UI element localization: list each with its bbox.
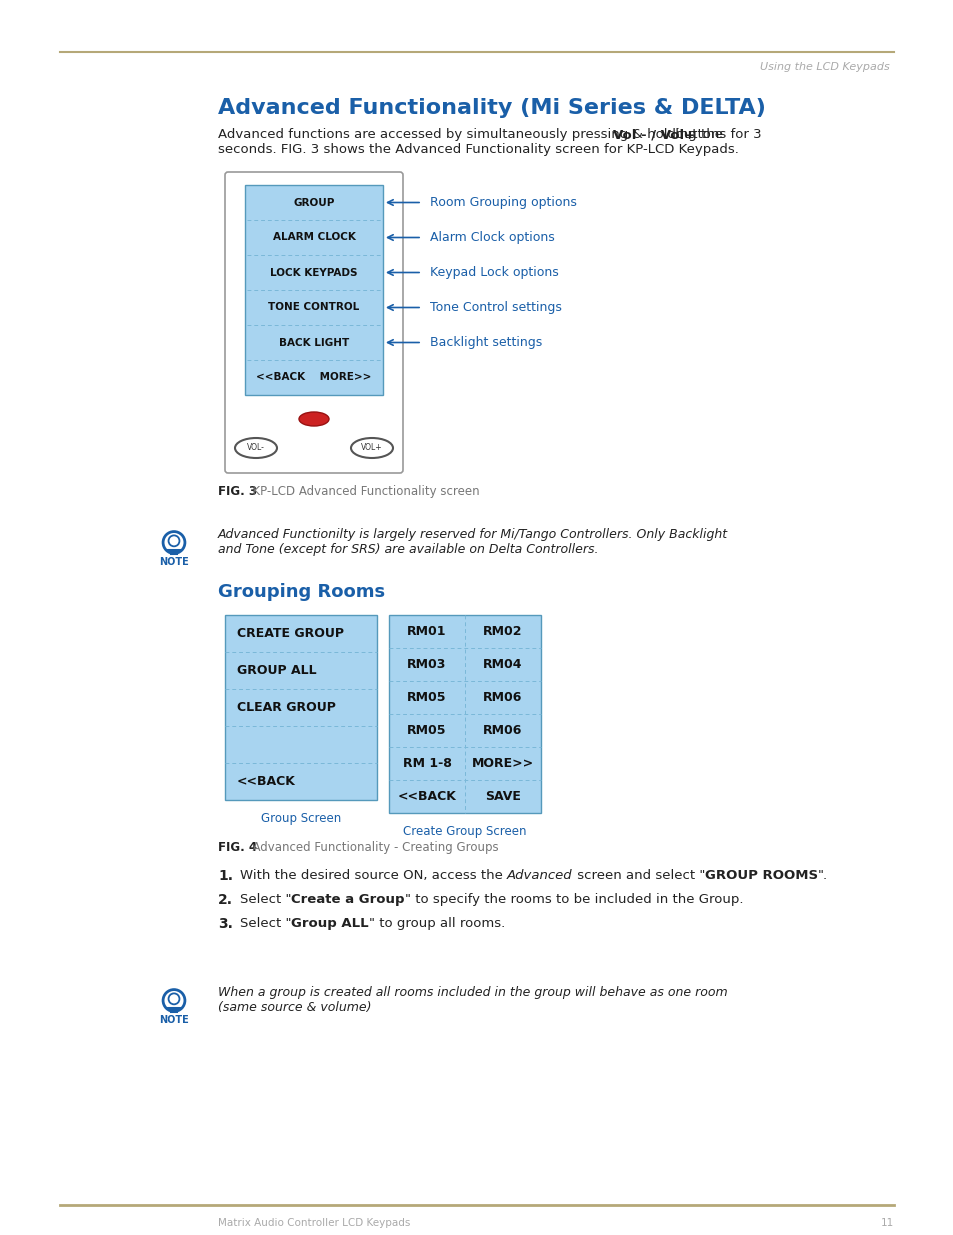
Text: CREATE GROUP: CREATE GROUP — [236, 627, 344, 640]
Bar — [225, 615, 376, 800]
Text: and Tone (except for SRS) are available on Delta Controllers.: and Tone (except for SRS) are available … — [218, 543, 598, 556]
Text: NOTE: NOTE — [159, 557, 189, 567]
Ellipse shape — [298, 412, 329, 426]
Text: Advanced Functionality (Mi Series & DELTA): Advanced Functionality (Mi Series & DELT… — [218, 98, 765, 119]
Text: RM03: RM03 — [407, 658, 446, 671]
Text: When a group is created all rooms included in the group will behave as one room: When a group is created all rooms includ… — [218, 986, 727, 999]
Text: CLEAR GROUP: CLEAR GROUP — [236, 701, 335, 714]
Text: RM02: RM02 — [483, 625, 522, 638]
Text: RM04: RM04 — [483, 658, 522, 671]
Text: RM05: RM05 — [407, 724, 446, 737]
Bar — [389, 615, 540, 813]
Ellipse shape — [351, 438, 393, 458]
Text: RM05: RM05 — [407, 692, 446, 704]
Text: RM06: RM06 — [483, 692, 522, 704]
Text: <<BACK: <<BACK — [236, 776, 295, 788]
Text: Advanced: Advanced — [507, 869, 572, 882]
Text: 3.: 3. — [218, 918, 233, 931]
Text: VOL-: VOL- — [247, 443, 265, 452]
Text: RM01: RM01 — [407, 625, 446, 638]
Text: Group Screen: Group Screen — [260, 811, 341, 825]
Text: Advanced Functionilty is largely reserved for Mi/Tango Controllers. Only Backlig: Advanced Functionilty is largely reserve… — [218, 529, 727, 541]
Text: FIG. 3: FIG. 3 — [218, 485, 256, 498]
Text: FIG. 4: FIG. 4 — [218, 841, 257, 853]
Text: Room Grouping options: Room Grouping options — [430, 196, 577, 209]
Text: RM 1-8: RM 1-8 — [402, 757, 451, 769]
Text: Matrix Audio Controller LCD Keypads: Matrix Audio Controller LCD Keypads — [218, 1218, 410, 1228]
Text: SAVE: SAVE — [484, 790, 520, 803]
Text: <<BACK    MORE>>: <<BACK MORE>> — [256, 373, 372, 383]
Text: Grouping Rooms: Grouping Rooms — [218, 583, 385, 601]
Text: ".: ". — [818, 869, 827, 882]
Text: RM06: RM06 — [483, 724, 522, 737]
FancyBboxPatch shape — [225, 172, 402, 473]
Text: BACK LIGHT: BACK LIGHT — [278, 337, 349, 347]
Text: seconds. FIG. 3 shows the Advanced Functionality screen for KP-LCD Keypads.: seconds. FIG. 3 shows the Advanced Funct… — [218, 143, 739, 156]
Text: KP-LCD Advanced Functionality screen: KP-LCD Advanced Functionality screen — [245, 485, 479, 498]
Text: " to specify the rooms to be included in the Group.: " to specify the rooms to be included in… — [405, 893, 742, 906]
Text: (same source & volume): (same source & volume) — [218, 1002, 371, 1014]
Text: screen and select ": screen and select " — [572, 869, 704, 882]
Text: Using the LCD Keypads: Using the LCD Keypads — [760, 62, 889, 72]
Text: 11: 11 — [880, 1218, 893, 1228]
Text: Advanced Functionality - Creating Groups: Advanced Functionality - Creating Groups — [245, 841, 498, 853]
Text: Create a Group: Create a Group — [292, 893, 405, 906]
Text: GROUP ROOMS: GROUP ROOMS — [704, 869, 818, 882]
Text: TONE CONTROL: TONE CONTROL — [268, 303, 359, 312]
Text: <<BACK: <<BACK — [397, 790, 456, 803]
Text: GROUP ALL: GROUP ALL — [236, 664, 316, 677]
Text: MORE>>: MORE>> — [472, 757, 534, 769]
Text: Create Group Screen: Create Group Screen — [403, 825, 526, 839]
Text: Vol - / Vol+: Vol - / Vol+ — [613, 128, 695, 141]
Text: ALARM CLOCK: ALARM CLOCK — [273, 232, 355, 242]
Text: Select ": Select " — [240, 893, 292, 906]
Text: Keypad Lock options: Keypad Lock options — [430, 266, 558, 279]
Text: LOCK KEYPADS: LOCK KEYPADS — [270, 268, 357, 278]
Text: Advanced functions are accessed by simultaneously pressing & holding the: Advanced functions are accessed by simul… — [218, 128, 726, 141]
Text: With the desired source ON, access the: With the desired source ON, access the — [240, 869, 507, 882]
Text: buttons for 3: buttons for 3 — [670, 128, 760, 141]
Text: VOL+: VOL+ — [361, 443, 382, 452]
Text: 2.: 2. — [218, 893, 233, 906]
Ellipse shape — [234, 438, 276, 458]
Text: Tone Control settings: Tone Control settings — [430, 301, 561, 314]
Text: Select ": Select " — [240, 918, 292, 930]
Text: " to group all rooms.: " to group all rooms. — [369, 918, 505, 930]
Text: Alarm Clock options: Alarm Clock options — [430, 231, 554, 245]
Text: Backlight settings: Backlight settings — [430, 336, 541, 350]
Text: GROUP: GROUP — [293, 198, 335, 207]
Bar — [245, 185, 382, 395]
Text: Group ALL: Group ALL — [292, 918, 369, 930]
Text: NOTE: NOTE — [159, 1015, 189, 1025]
Text: 1.: 1. — [218, 869, 233, 883]
